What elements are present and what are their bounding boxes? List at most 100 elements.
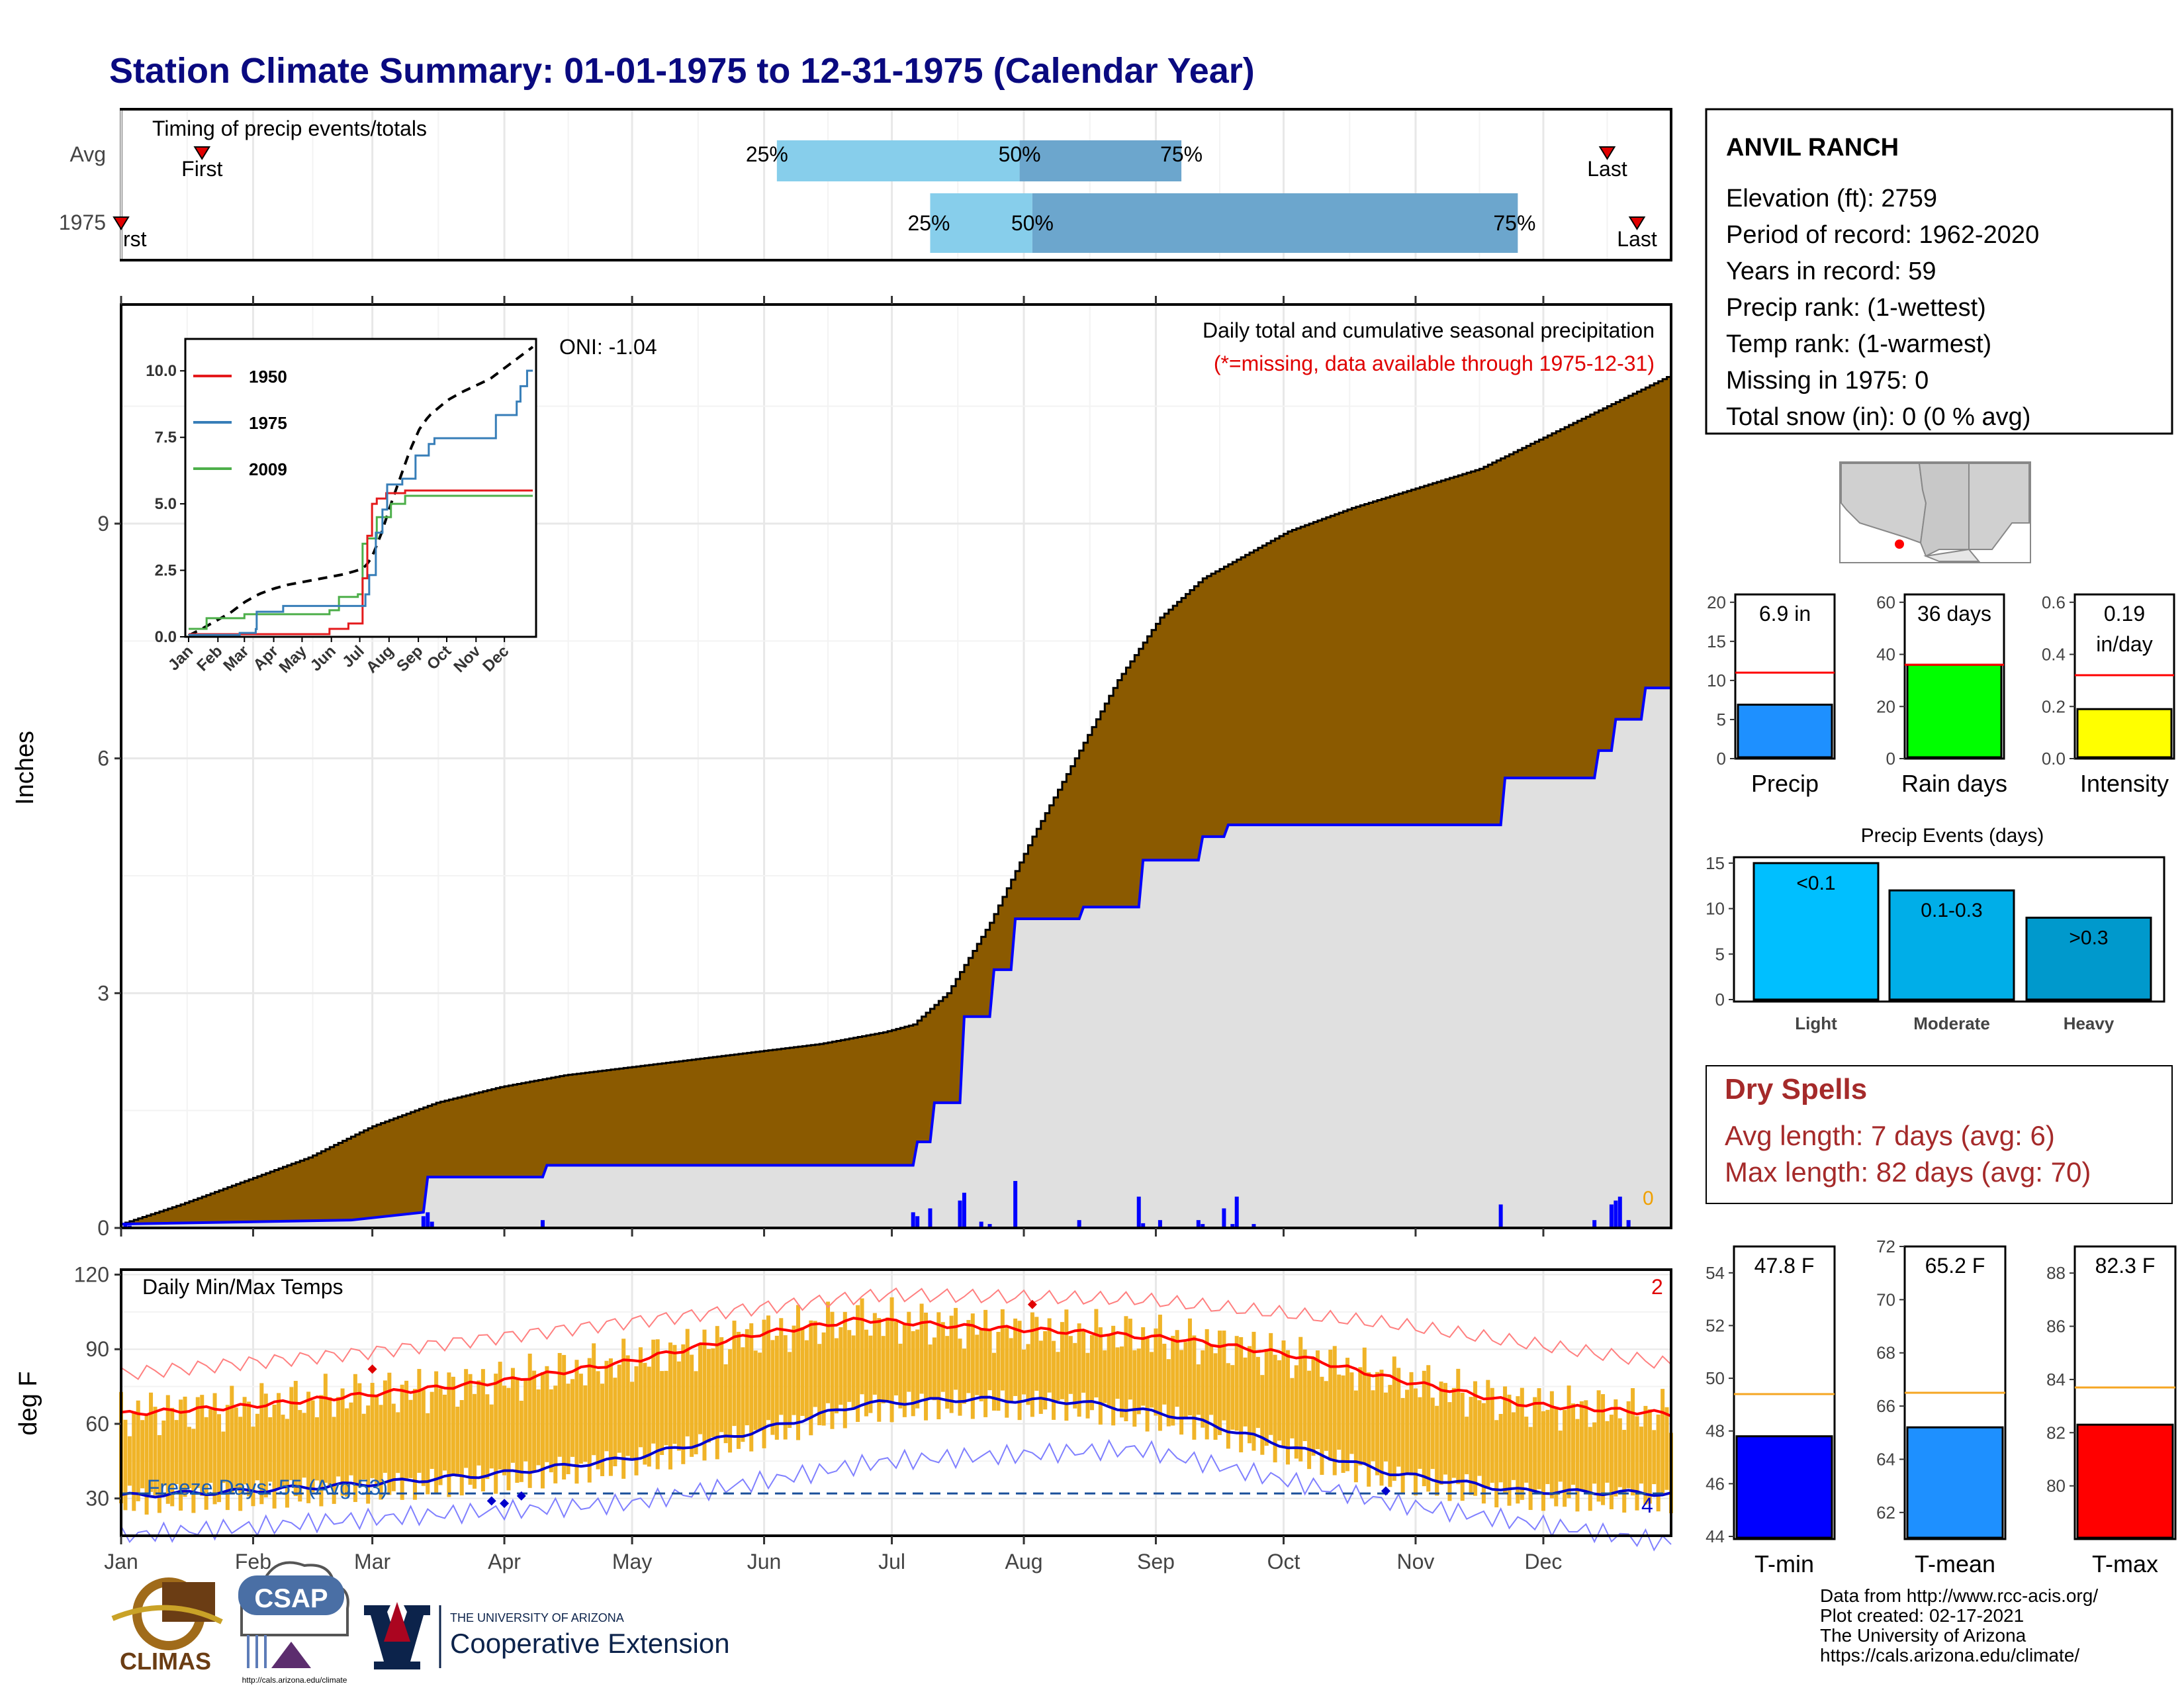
- daily-temp-bar: [144, 1415, 149, 1515]
- daily-temp-bar: [255, 1413, 259, 1481]
- daily-temp-bar: [1460, 1392, 1465, 1501]
- daily-temp-bar: [293, 1381, 298, 1497]
- daily-temp-bar: [975, 1335, 979, 1395]
- daily-temp-bar: [1601, 1394, 1606, 1505]
- mini-chart-ytick-label: 54: [1706, 1263, 1725, 1283]
- events-ytick-label: 0: [1715, 990, 1725, 1009]
- freeze-days-label: Freeze Days: 55 (Avg:53): [147, 1476, 388, 1499]
- daily-temp-bar: [187, 1427, 191, 1489]
- daily-temp-bar: [298, 1410, 302, 1502]
- month-label: Apr: [488, 1550, 521, 1573]
- mini-chart-label: T-max: [2092, 1550, 2158, 1577]
- daily-temp-bar: [856, 1305, 860, 1423]
- daily-temp-bar: [1418, 1397, 1422, 1469]
- record-low-marker: [1381, 1486, 1390, 1496]
- mini-chart-bar: [2076, 708, 2173, 759]
- daily-temp-bar: [1085, 1352, 1090, 1419]
- daily-temp-bar: [1302, 1349, 1307, 1442]
- daily-temp-bar: [864, 1329, 868, 1417]
- daily-temp-bar: [515, 1379, 520, 1483]
- oni-label: ONI: -1.04: [559, 335, 657, 359]
- daily-temp-bar: [578, 1374, 583, 1464]
- daily-temp-bar: [1664, 1407, 1669, 1490]
- daily-temp-bar: [1477, 1400, 1482, 1476]
- daily-temp-bar: [1166, 1359, 1171, 1427]
- mini-chart-ytick-label: 84: [2046, 1370, 2066, 1389]
- daily-temp-bar: [1154, 1328, 1158, 1416]
- daily-temp-bar: [902, 1324, 907, 1417]
- daily-temp-bar: [494, 1374, 498, 1494]
- precip-events-chart: Precip Events (days) 0 5 10 15 <0.1 Light 0.1-…: [1706, 825, 2165, 1033]
- mini-chart-bar: [1735, 1435, 1833, 1539]
- daily-temp-bar: [251, 1427, 255, 1507]
- daily-temp-bar: [314, 1417, 319, 1481]
- daily-temp-bar: [289, 1387, 294, 1481]
- daily-temp-bar: [1609, 1415, 1614, 1509]
- daily-temp-bar: [1213, 1353, 1218, 1440]
- daily-temp-bar: [1392, 1356, 1396, 1481]
- daily-temp-bar: [1277, 1360, 1282, 1441]
- daily-temp-bar: [1068, 1336, 1073, 1394]
- daily-temp-bar: [1588, 1427, 1592, 1511]
- daily-temp-bar: [881, 1336, 886, 1404]
- daily-temp-bar: [681, 1344, 686, 1464]
- mini-chart-value-unit: in/day: [2096, 632, 2152, 656]
- events-ytick-label: 5: [1715, 944, 1725, 964]
- daily-temp-bar: [741, 1347, 745, 1442]
- daily-temp-bar: [1205, 1329, 1209, 1440]
- daily-temp-bar: [1217, 1331, 1222, 1435]
- daily-temp-bar: [1320, 1376, 1324, 1476]
- daily-temp-bar: [127, 1436, 132, 1486]
- daily-temp-bar: [702, 1329, 707, 1461]
- daily-precip-bar: [540, 1220, 545, 1228]
- daily-temp-bar: [915, 1329, 920, 1409]
- daily-temp-bar: [672, 1344, 677, 1444]
- daily-temp-bar: [1413, 1388, 1418, 1496]
- daily-temp-bar: [889, 1297, 894, 1423]
- daily-temp-bar: [1120, 1346, 1124, 1418]
- daily-temp-bar: [1009, 1338, 1013, 1403]
- daily-temp-bar: [643, 1362, 647, 1465]
- daily-temp-bar: [932, 1337, 936, 1401]
- record-low-marker: [500, 1499, 510, 1509]
- cold-record-count: 4: [1641, 1493, 1653, 1517]
- daily-temp-bar: [519, 1401, 523, 1482]
- daily-temp-bar: [1269, 1333, 1273, 1435]
- daily-temp-bar: [1034, 1317, 1039, 1391]
- daily-temp-bar: [694, 1371, 698, 1454]
- daily-temp-bar: [958, 1338, 962, 1416]
- daily-temp-bar: [1013, 1318, 1018, 1396]
- normal-min-line: [120, 1395, 1672, 1499]
- mini-chart-value: 65.2 F: [1925, 1254, 1985, 1278]
- normal-cumulative-line: [121, 375, 1672, 1225]
- daily-precip-bar: [1251, 1224, 1256, 1228]
- daily-temp-bar: [940, 1322, 945, 1392]
- precip-ytick-label: 3: [97, 981, 109, 1005]
- daily-precip-bar: [1013, 1181, 1018, 1228]
- daily-temp-bar: [263, 1393, 268, 1498]
- daily-precip-bar: [1196, 1220, 1201, 1228]
- daily-temp-bar: [1635, 1416, 1639, 1511]
- timing-marker: [113, 216, 130, 230]
- daily-precip-bar: [958, 1200, 962, 1228]
- daily-temp-bar: [527, 1353, 532, 1488]
- daily-temp-bar: [1533, 1397, 1537, 1491]
- mini-chart-ytick-label: 46: [1706, 1474, 1725, 1493]
- mini-chart-rain-days: 0 20 40 60 36 days Rain days: [1876, 592, 2007, 797]
- mini-chart-ytick-label: 48: [1706, 1421, 1725, 1441]
- daily-temp-bar: [1022, 1349, 1026, 1395]
- daily-temp-bar: [1631, 1388, 1635, 1496]
- daily-temp-bar: [1196, 1364, 1201, 1415]
- daily-temp-bar: [1158, 1315, 1162, 1431]
- daily-temp-bar: [336, 1397, 341, 1477]
- daily-precip-bar: [430, 1221, 434, 1228]
- mini-chart-ytick-label: 52: [1706, 1315, 1725, 1335]
- daily-temp-bar: [634, 1366, 639, 1476]
- daily-temp-bar: [1554, 1407, 1559, 1507]
- daily-temp-bar: [860, 1298, 864, 1395]
- daily-temp-bar: [1358, 1367, 1363, 1466]
- station-years: Years in record: 59: [1726, 258, 1936, 285]
- events-ytick-label: 10: [1706, 899, 1725, 919]
- daily-temp-bar: [268, 1417, 273, 1482]
- daily-temp-bar: [259, 1383, 264, 1505]
